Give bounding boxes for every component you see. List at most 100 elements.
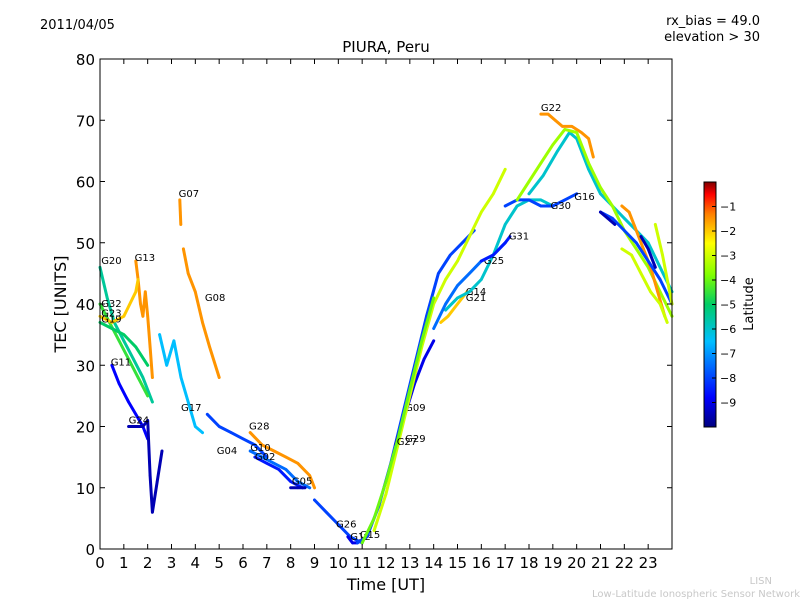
x-tick-label: 7 (262, 554, 272, 572)
x-tick-label: 3 (167, 554, 177, 572)
colorbar-label: Latitude (742, 277, 757, 331)
data-point (580, 131, 583, 134)
satellite-label: G14 (466, 287, 486, 298)
data-point (141, 425, 145, 428)
x-tick-label: 16 (472, 554, 491, 572)
x-tick-label: 12 (376, 554, 395, 572)
colorbar-tick-label: −7 (720, 348, 736, 361)
data-point (570, 125, 574, 128)
data-point (635, 229, 638, 232)
y-tick-label: 80 (76, 51, 95, 69)
data-point (248, 449, 252, 453)
data-point (527, 192, 531, 196)
data-point (461, 241, 464, 245)
data-point (599, 210, 602, 214)
data-point (642, 247, 645, 251)
y-axis-label: TEC [UNITS] (51, 256, 70, 354)
x-tick-label: 2 (143, 554, 153, 572)
y-tick-label: 20 (76, 419, 95, 437)
series-G10: G10 (248, 443, 312, 490)
data-point (248, 431, 252, 434)
data-point (480, 278, 483, 281)
data-point (551, 143, 555, 147)
data-point (296, 480, 300, 483)
data-point (599, 186, 602, 189)
data-point (146, 419, 149, 422)
data-point (182, 247, 185, 251)
data-point (372, 529, 376, 532)
data-point (646, 259, 650, 263)
data-point (515, 204, 519, 208)
data-point (635, 241, 638, 245)
data-point (122, 339, 126, 343)
data-point (613, 223, 617, 226)
data-point (658, 302, 662, 306)
data-point (449, 253, 452, 257)
series-G08: G08 (181, 247, 225, 379)
data-point (146, 315, 149, 318)
data-point (296, 462, 300, 465)
data-point (179, 376, 183, 379)
data-point (132, 357, 135, 361)
x-tick-label: 14 (424, 554, 443, 572)
data-point (105, 296, 109, 300)
data-point (117, 382, 121, 385)
satellite-label: G09 (405, 403, 425, 414)
y-tick-label: 10 (76, 480, 95, 498)
satellite-label: G15 (360, 530, 380, 541)
data-point (515, 198, 519, 202)
data-point (606, 217, 609, 220)
data-point (587, 168, 590, 171)
satellite-label: G13 (135, 253, 155, 264)
series-G20: G20 (98, 256, 154, 404)
data-point (539, 204, 543, 208)
series-line (205, 412, 269, 459)
data-point (127, 425, 130, 428)
data-point (587, 161, 590, 165)
data-point (136, 278, 140, 281)
x-tick-label: 19 (543, 554, 562, 572)
series-G22: G22 (539, 103, 595, 159)
series-line (620, 247, 669, 324)
data-point (110, 364, 114, 367)
data-point (289, 486, 293, 490)
x-tick-label: 9 (310, 554, 320, 572)
satellite-label: G11 (111, 357, 131, 368)
data-point (284, 468, 288, 471)
data-point (546, 112, 550, 116)
x-tick-label: 10 (329, 554, 348, 572)
data-point (620, 247, 624, 251)
satellite-label: G04 (217, 446, 237, 457)
x-tick-label: 8 (286, 554, 296, 572)
data-point (456, 259, 459, 263)
satellite-label: G17 (181, 403, 201, 414)
x-tick-label: 23 (639, 554, 658, 572)
data-point (134, 259, 138, 263)
series-G23: G23 (98, 278, 140, 324)
data-point (649, 290, 652, 294)
y-tick-label: 50 (76, 235, 95, 253)
data-point (160, 449, 164, 453)
y-tick-label: 40 (76, 296, 95, 314)
data-point (396, 437, 400, 441)
data-point (444, 302, 447, 306)
data-point (639, 235, 643, 238)
x-tick-label: 17 (496, 554, 515, 572)
satellite-label: G19 (101, 314, 121, 325)
data-point (592, 155, 595, 159)
series-line (98, 265, 154, 404)
series-track-33 (639, 235, 657, 269)
data-point (384, 492, 388, 496)
data-point (468, 235, 471, 238)
data-point (551, 204, 555, 208)
data-point (110, 321, 114, 324)
data-point (148, 474, 152, 477)
chart-title: PIURA, Peru (342, 38, 429, 56)
x-axis: 0 1 2 3 4 5 6 7 8 9 10 11 12 13 14 15 16 17 18 19 20 21 22 23 (95, 59, 658, 572)
data-point (179, 210, 182, 214)
data-point (456, 284, 459, 287)
data-point (356, 541, 359, 545)
y-tick-label: 60 (76, 174, 95, 192)
series-G15: G15 (355, 229, 476, 545)
series-line (439, 290, 469, 324)
